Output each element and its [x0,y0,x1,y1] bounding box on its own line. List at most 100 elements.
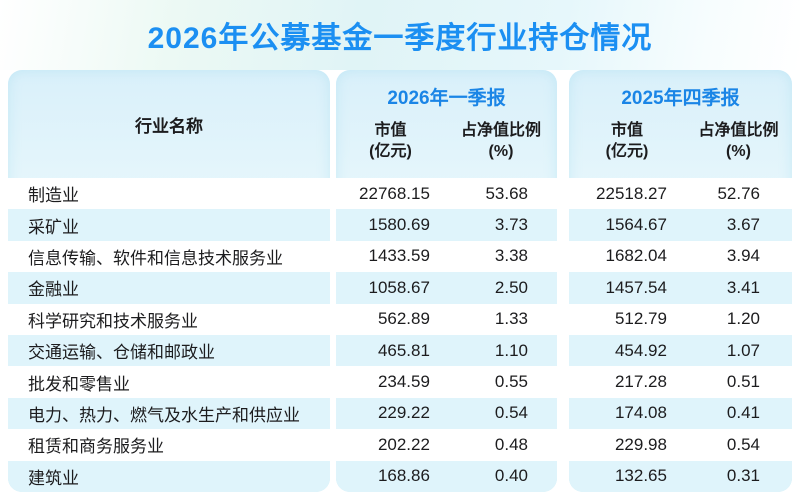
value-rows-2026q1: 22768.15 53.68 1580.69 3.73 1433.59 3.38… [336,178,557,492]
pct-net-value-cell: 1.07 [726,340,760,360]
table-row: 制造业 [8,178,330,210]
pct-net-value-cell: 3.73 [494,215,528,235]
pct-net-value-cell: 0.41 [726,403,760,423]
industry-name: 建筑业 [28,468,79,488]
industry-column-panel: 行业名称 制造业 采矿业 信息传输、软件和信息技术服务业 金融业 科学研究和技术… [8,70,330,492]
pct-net-value-cell: 0.31 [726,466,760,486]
table-row: 202.22 0.48 [336,429,557,461]
pct-net-value-cell: 1.33 [494,309,528,329]
market-value-cell: 22518.27 [596,183,667,203]
table-row: 租赁和商务服务业 [8,429,330,461]
market-value-cell: 22768.15 [359,183,430,203]
table-row: 1058.67 2.50 [336,272,557,304]
pct-net-value-cell: 3.94 [726,246,760,266]
table-row: 512.79 1.20 [569,303,792,335]
industry-name: 批发和零售业 [28,374,130,394]
table-row: 电力、热力、燃气及水生产和供应业 [8,397,330,430]
pct-net-value-cell: 1.10 [494,340,528,360]
table-row: 1682.04 3.94 [569,240,792,273]
table-row: 采矿业 [8,209,330,241]
market-value-cell: 174.08 [614,403,667,423]
pct-net-value-cell: 1.20 [726,309,760,329]
market-value-cell: 217.28 [614,372,667,392]
market-value-header: 市值 (亿元) [605,122,649,160]
industry-name: 租赁和商务服务业 [28,437,164,457]
page-title: 2026年公募基金一季度行业持仓情况 [147,22,653,55]
market-value-cell: 1682.04 [605,246,667,266]
market-value-cell: 1564.67 [605,215,667,235]
period-header-2025q4: 2025年四季报 市值 (亿元) 占净值比例 (%) [569,70,792,178]
pct-net-value-header: 占净值比例 (%) [698,122,779,160]
table-row: 454.92 1.07 [569,334,792,367]
pct-net-value-cell: 0.48 [494,434,528,454]
industry-name: 信息传输、软件和信息技术服务业 [28,248,283,268]
pct-net-value-header: 占净值比例 (%) [460,122,541,160]
table-row: 465.81 1.10 [336,334,557,367]
pct-net-value-cell: 2.50 [494,277,528,297]
market-value-cell: 465.81 [377,340,430,360]
table-row: 132.65 0.31 [569,460,792,492]
table-row: 1433.59 3.38 [336,240,557,273]
period-label-2026q1: 2026年一季报 [387,88,506,109]
industry-name: 金融业 [28,280,79,300]
table-row: 交通运输、仓储和邮政业 [8,334,330,367]
pct-net-value-cell: 0.55 [494,372,528,392]
table-row: 22768.15 53.68 [336,178,557,210]
industry-name: 制造业 [28,186,79,206]
holdings-table: 行业名称 制造业 采矿业 信息传输、软件和信息技术服务业 金融业 科学研究和技术… [0,70,800,492]
table-row: 批发和零售业 [8,366,330,398]
market-value-cell: 562.89 [377,309,430,329]
industry-name: 采矿业 [28,217,79,237]
period-panel-2025q4: 2025年四季报 市值 (亿元) 占净值比例 (%) 22518.27 52.7… [569,70,792,492]
table-row: 22518.27 52.76 [569,178,792,210]
table-row: 建筑业 [8,460,330,492]
market-value-cell: 234.59 [377,372,430,392]
pct-net-value-cell: 3.38 [494,246,528,266]
table-row: 1457.54 3.41 [569,272,792,304]
market-value-cell: 1058.67 [368,277,430,297]
table-row: 229.98 0.54 [569,429,792,461]
market-value-cell: 1457.54 [605,277,667,297]
subcolumn-headers-2025q4: 市值 (亿元) 占净值比例 (%) [569,120,792,162]
title-band: 2026年公募基金一季度行业持仓情况 [0,0,800,70]
industry-rows: 制造业 采矿业 信息传输、软件和信息技术服务业 金融业 科学研究和技术服务业 交… [8,178,330,492]
market-value-cell: 168.86 [377,466,430,486]
table-row: 1580.69 3.73 [336,209,557,241]
table-row: 信息传输、软件和信息技术服务业 [8,240,330,273]
table-row: 217.28 0.51 [569,366,792,398]
period-panel-2026q1: 2026年一季报 市值 (亿元) 占净值比例 (%) 22768.15 53.6… [336,70,557,492]
pct-net-value-cell: 52.76 [717,183,760,203]
table-row: 168.86 0.40 [336,460,557,492]
market-value-cell: 1580.69 [368,215,430,235]
industry-name: 电力、热力、燃气及水生产和供应业 [28,405,300,425]
table-row: 229.22 0.54 [336,397,557,430]
pct-net-value-cell: 3.41 [726,277,760,297]
market-value-cell: 202.22 [377,434,430,454]
market-value-cell: 512.79 [614,309,667,329]
pct-net-value-cell: 0.40 [494,466,528,486]
market-value-cell: 229.98 [614,434,667,454]
table-row: 金融业 [8,272,330,304]
table-row: 174.08 0.41 [569,397,792,430]
industry-column-header: 行业名称 [8,70,330,178]
industry-name: 交通运输、仓储和邮政业 [28,343,215,363]
subcolumn-headers-2026q1: 市值 (亿元) 占净值比例 (%) [336,120,557,162]
market-value-cell: 132.65 [614,466,667,486]
table-row: 1564.67 3.67 [569,209,792,241]
market-value-cell: 1433.59 [368,246,430,266]
pct-net-value-cell: 3.67 [726,215,760,235]
table-row: 562.89 1.33 [336,303,557,335]
value-rows-2025q4: 22518.27 52.76 1564.67 3.67 1682.04 3.94… [569,178,792,492]
market-value-cell: 229.22 [377,403,430,423]
period-label-2025q4: 2025年四季报 [621,88,740,109]
period-header-2026q1: 2026年一季报 市值 (亿元) 占净值比例 (%) [336,70,557,178]
pct-net-value-cell: 0.54 [494,403,528,423]
pct-net-value-cell: 0.54 [726,434,760,454]
market-value-header: 市值 (亿元) [369,122,412,160]
pct-net-value-cell: 0.51 [726,372,760,392]
market-value-cell: 454.92 [614,340,667,360]
industry-header-label: 行业名称 [135,116,203,136]
table-row: 科学研究和技术服务业 [8,303,330,335]
industry-name: 科学研究和技术服务业 [28,311,198,331]
